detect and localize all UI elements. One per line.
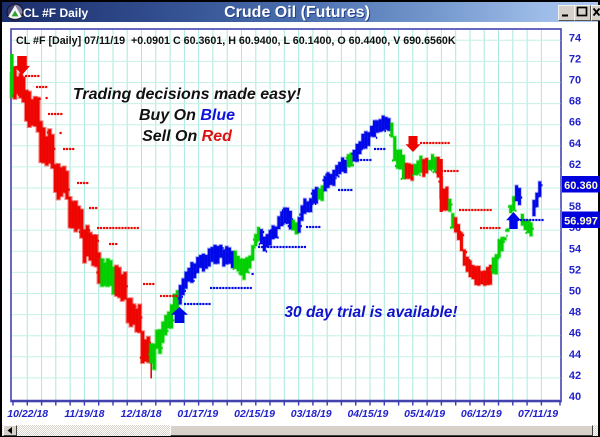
- svg-text:Sell On Red: Sell On Red: [142, 128, 233, 145]
- svg-text:72: 72: [569, 53, 581, 65]
- svg-text:54: 54: [569, 243, 582, 255]
- svg-text:60.360: 60.360: [564, 180, 598, 192]
- svg-text:64: 64: [569, 138, 582, 150]
- svg-text:62: 62: [569, 159, 581, 171]
- svg-text:40: 40: [569, 391, 581, 403]
- svg-text:44: 44: [569, 349, 582, 361]
- svg-text:Trading decisions made easy!: Trading decisions made easy!: [73, 86, 302, 103]
- svg-text:06/12/19: 06/12/19: [461, 408, 502, 420]
- svg-text:10/22/18: 10/22/18: [7, 408, 48, 420]
- svg-text:11/19/18: 11/19/18: [64, 408, 104, 420]
- svg-text:74: 74: [569, 32, 582, 44]
- svg-text:56.997: 56.997: [564, 216, 598, 228]
- svg-text:68: 68: [569, 96, 581, 108]
- svg-text:52: 52: [569, 264, 581, 276]
- svg-text:12/18/18: 12/18/18: [121, 408, 162, 420]
- svg-text:30 day trial is available!: 30 day trial is available!: [284, 304, 457, 321]
- svg-text:66: 66: [569, 117, 581, 129]
- svg-text:46: 46: [569, 328, 581, 340]
- svg-text:70: 70: [569, 75, 581, 87]
- svg-text:48: 48: [569, 307, 581, 319]
- svg-text:07/11/19: 07/11/19: [518, 408, 558, 420]
- svg-text:Buy On Blue: Buy On Blue: [139, 107, 235, 124]
- svg-text:42: 42: [569, 370, 581, 382]
- svg-text:CL #F [Daily] 07/11/19 +0.090: CL #F [Daily] 07/11/19 +0.0901 C 60.3601…: [16, 35, 456, 47]
- svg-text:05/14/19: 05/14/19: [404, 408, 445, 420]
- svg-text:03/18/19: 03/18/19: [291, 408, 332, 420]
- svg-text:50: 50: [569, 286, 581, 298]
- svg-text:04/15/19: 04/15/19: [347, 408, 388, 420]
- svg-text:58: 58: [569, 201, 581, 213]
- svg-text:01/17/19: 01/17/19: [177, 408, 218, 420]
- svg-text:02/15/19: 02/15/19: [234, 408, 275, 420]
